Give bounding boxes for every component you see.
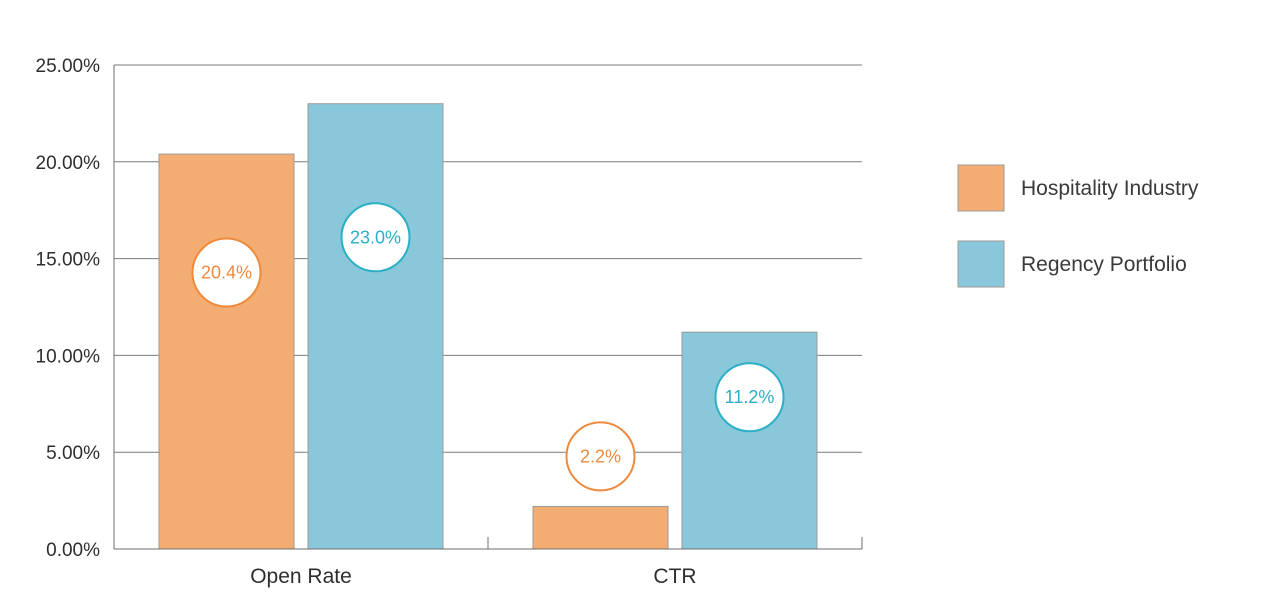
data-label-circle [714,362,785,433]
y-tick-label: 5.00% [46,443,100,464]
legend-swatch [957,240,1005,288]
data-labels: 20.4% 23.0% 2.2% 11.2% [191,202,785,492]
data-label: 11.2% [725,387,775,407]
legend-label: Hospitality Industry [1021,177,1199,200]
bars [158,103,818,550]
data-label-circle [565,421,636,492]
data-label: 23.0% [350,227,401,247]
data-label: 2.2% [580,446,621,466]
bar [307,103,444,550]
legend: Hospitality Industry Regency Portfolio [957,164,1199,288]
legend-label: Regency Portfolio [1021,253,1187,276]
x-category-label: CTR [653,565,696,588]
data-label: 20.4% [201,263,252,283]
y-tick-label: 25.00% [36,56,101,77]
data-label-circle [340,202,411,273]
bar [158,153,295,550]
data-label-circle [191,237,262,308]
x-axis-category-labels: Open Rate CTR [250,565,696,588]
x-category-label: Open Rate [250,565,352,588]
y-axis-tick-labels: 0.00% 5.00% 10.00% 15.00% 20.00% 25.00% [36,56,101,561]
bar [532,505,669,550]
legend-swatch [957,164,1005,212]
y-tick-label: 15.00% [36,250,101,271]
y-tick-label: 10.00% [36,346,101,367]
axes [113,65,863,550]
y-tick-label: 0.00% [46,540,100,561]
y-tick-label: 20.00% [36,153,101,174]
